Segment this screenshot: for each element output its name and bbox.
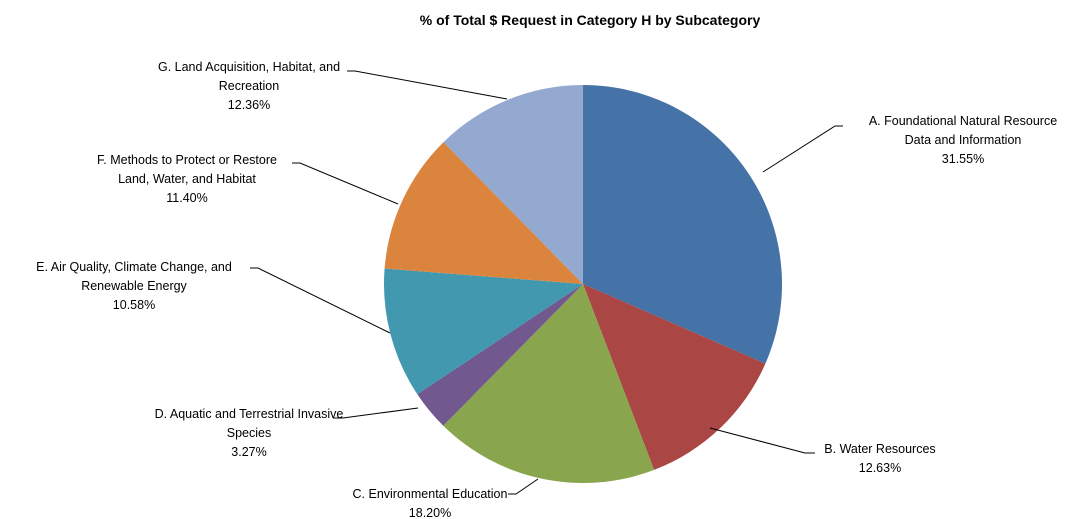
data-label-value: 3.27% [231,445,266,459]
data-label-name: Recreation [219,79,279,93]
data-label-value: 12.63% [859,461,901,475]
leader-line-g [347,70,508,100]
data-label-name: Land, Water, and Habitat [118,172,256,186]
data-label-name: F. Methods to Protect or Restore [97,153,277,167]
data-label-name: G. Land Acquisition, Habitat, and [158,60,340,74]
data-label-name: Species [227,426,271,440]
data-label-value: 10.58% [113,298,155,312]
data-label-name: A. Foundational Natural Resource [869,114,1057,128]
data-label-e: E. Air Quality, Climate Change, and Renew… [36,260,232,312]
leader-line-c [508,478,539,495]
data-label-value: 11.40% [166,191,207,205]
data-label-f: F. Methods to Protect or Restore Land, Wa… [97,153,277,205]
data-label-name: Data and Information [905,133,1022,147]
data-labels: A. Foundational Natural Resource Data and… [36,60,1057,519]
pie-slice-b [583,284,766,470]
pie-slice-e [384,268,583,395]
leader-line-d [333,407,419,419]
data-label-d: D. Aquatic and Terrestrial Invasive Speci… [155,407,344,459]
data-label-b: B. Water Resources 12.63% [824,442,935,475]
leader-line-a [762,125,843,173]
leader-line-f [292,162,399,205]
data-label-value: 12.36% [228,98,270,112]
data-label-value: 18.20% [409,506,451,519]
data-label-g: G. Land Acquisition, Habitat, and Recreat… [158,60,340,112]
leader-line-b [709,427,815,454]
pie-slice-d [417,284,583,426]
pie-slice-f [384,142,583,284]
chart-title: % of Total $ Request in Category H by Su… [420,12,761,28]
data-label-name: C. Environmental Education [353,487,508,501]
data-label-name: Renewable Energy [81,279,187,293]
leader-lines [250,70,843,495]
data-label-name: B. Water Resources [824,442,935,456]
data-label-name: E. Air Quality, Climate Change, and [36,260,232,274]
data-label-c: C. Environmental Education 18.20% [353,487,508,519]
data-label-name: D. Aquatic and Terrestrial Invasive [155,407,344,421]
pie-slice-c [443,284,655,483]
pie-slice-g [443,85,583,284]
data-label-a: A. Foundational Natural Resource Data and… [869,114,1057,166]
leader-line-e [250,267,391,334]
data-label-value: 31.55% [942,152,984,166]
pie-slices [384,85,782,483]
pie-slice-a [583,85,782,364]
